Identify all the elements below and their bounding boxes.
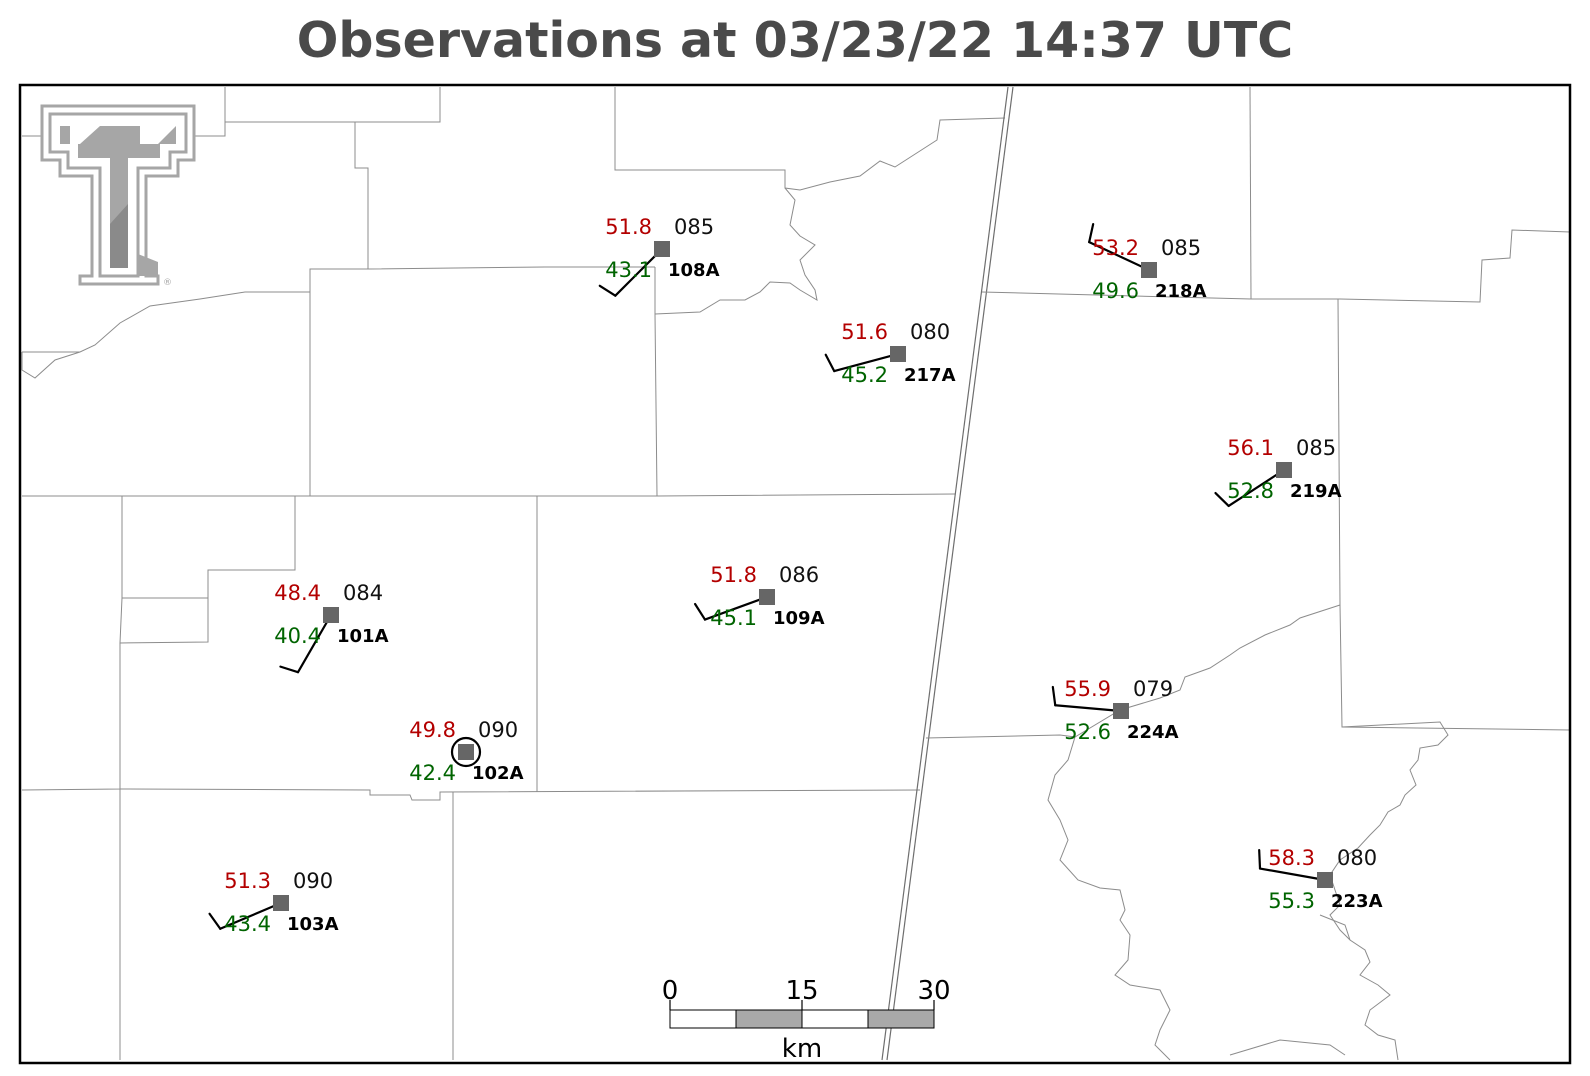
- dewpoint-label: 55.3: [1268, 889, 1315, 913]
- scale-label-30: 30: [917, 976, 950, 1006]
- dewpoint-label: 52.8: [1227, 479, 1274, 503]
- pressure-label: 086: [779, 563, 819, 587]
- station-id-label: 218A: [1155, 281, 1207, 302]
- station-marker[interactable]: [323, 607, 339, 623]
- scale-segment: [801, 1009, 869, 1029]
- temperature-label: 58.3: [1268, 846, 1315, 870]
- pressure-label: 090: [293, 869, 333, 893]
- station-plot-217a[interactable]: 51.6 080 45.2 217A: [824, 320, 956, 387]
- wind-barb-staff: [1227, 468, 1286, 508]
- map-frame: [18, 83, 1572, 1065]
- pressure-label: 079: [1133, 677, 1173, 701]
- scale-unit: km: [782, 1034, 822, 1064]
- station-marker[interactable]: [1317, 872, 1333, 888]
- wind-barb-feather: [1088, 223, 1095, 244]
- wind-barb-staff: [703, 595, 769, 621]
- station-marker[interactable]: [890, 346, 906, 362]
- scale-segment: [867, 1009, 935, 1029]
- pressure-label: 084: [343, 581, 383, 605]
- wind-barb-feather: [208, 912, 222, 930]
- station-id-label: 224A: [1127, 722, 1179, 743]
- scale-bar: 0 15 30 km: [662, 976, 951, 1064]
- temperature-label: 51.8: [710, 563, 757, 587]
- station-plot-103a[interactable]: 51.3 090 43.4 103A: [208, 869, 339, 936]
- station-plot-102a[interactable]: 49.8 090 42.4 102A: [409, 718, 523, 785]
- temperature-label: 53.2: [1092, 236, 1139, 260]
- dewpoint-label: 52.6: [1064, 720, 1111, 744]
- map-title: Observations at 03/23/22 14:37 UTC: [296, 12, 1294, 69]
- pressure-label: 085: [674, 215, 714, 239]
- pressure-label: 085: [1296, 436, 1336, 460]
- wind-barb-staff: [1054, 704, 1123, 713]
- wind-barb-feather: [598, 284, 617, 297]
- state-boundary: [881, 86, 1014, 1061]
- temperature-label: 49.8: [409, 718, 456, 742]
- station-id-label: 103A: [287, 914, 339, 935]
- pressure-label: 085: [1161, 236, 1201, 260]
- pressure-label: 080: [910, 320, 950, 344]
- wind-barb-feather: [1051, 685, 1057, 707]
- temperature-label: 48.4: [274, 581, 321, 605]
- wind-barb-feather: [1214, 491, 1230, 508]
- station-marker[interactable]: [458, 744, 474, 760]
- wind-barb-staff: [219, 901, 283, 930]
- station-marker[interactable]: [1276, 462, 1292, 478]
- texas-tech-double-t-logo: [40, 104, 196, 286]
- wind-barb-staff: [833, 352, 900, 373]
- station-marker[interactable]: [273, 895, 289, 911]
- wind-barb-staff: [296, 613, 333, 674]
- wind-barb-feather: [693, 602, 707, 621]
- station-plot-224a[interactable]: 55.9 079 52.6 224A: [1051, 677, 1179, 744]
- scale-label-0: 0: [662, 976, 679, 1006]
- station-plot-218a[interactable]: 53.2 085 49.6 218A: [1088, 223, 1207, 303]
- station-plot-101a[interactable]: 48.4 084 40.4 101A: [274, 581, 389, 674]
- station-plot-223a[interactable]: 58.3 080 55.3 223A: [1258, 846, 1383, 913]
- station-marker[interactable]: [654, 241, 670, 257]
- temperature-label: 56.1: [1227, 436, 1274, 460]
- station-plot-108a[interactable]: 51.8 085 43.1 108A: [598, 215, 720, 297]
- station-marker[interactable]: [1141, 262, 1157, 278]
- dewpoint-label: 49.6: [1092, 279, 1139, 303]
- county-boundaries-west: [21, 87, 1006, 1060]
- station-plot-219a[interactable]: 56.1 085 52.8 219A: [1214, 436, 1342, 508]
- logo-registered-mark: ®: [163, 278, 172, 288]
- calm-wind-circle: [450, 736, 482, 768]
- station-id-label: 219A: [1290, 481, 1342, 502]
- station-plot-109a[interactable]: 51.8 086 45.1 109A: [693, 563, 825, 630]
- station-marker[interactable]: [759, 589, 775, 605]
- dewpoint-label: 43.4: [224, 912, 271, 936]
- station-id-label: 102A: [472, 763, 524, 784]
- wind-barb-feather: [824, 353, 836, 373]
- wind-barb-feather: [1258, 849, 1262, 870]
- station-id-label: 217A: [904, 365, 956, 386]
- temperature-label: 51.3: [224, 869, 271, 893]
- station-id-label: 223A: [1331, 891, 1383, 912]
- temperature-label: 51.8: [605, 215, 652, 239]
- pressure-label: 080: [1337, 846, 1377, 870]
- wind-barb-staff: [1088, 241, 1151, 272]
- scale-segment: [669, 1009, 737, 1029]
- station-id-label: 101A: [337, 626, 389, 647]
- dewpoint-label: 43.1: [605, 258, 652, 282]
- dewpoint-label: 45.2: [841, 363, 888, 387]
- wind-barb-feather: [279, 665, 300, 674]
- stations-layer: 51.8 085 43.1 108A 51.6 080 45.2 217A 53.2 085 49.…: [208, 215, 1383, 936]
- temperature-label: 51.6: [841, 320, 888, 344]
- station-marker[interactable]: [1113, 703, 1129, 719]
- wind-barb-staff: [1258, 867, 1327, 882]
- scale-segment: [735, 1009, 803, 1029]
- dewpoint-label: 45.1: [710, 606, 757, 630]
- station-id-label: 109A: [773, 608, 825, 629]
- station-id-label: 108A: [668, 260, 720, 281]
- temperature-label: 55.9: [1064, 677, 1111, 701]
- dewpoint-label: 40.4: [274, 624, 321, 648]
- pressure-label: 090: [478, 718, 518, 742]
- dewpoint-label: 42.4: [409, 761, 456, 785]
- scale-label-15: 15: [785, 976, 818, 1006]
